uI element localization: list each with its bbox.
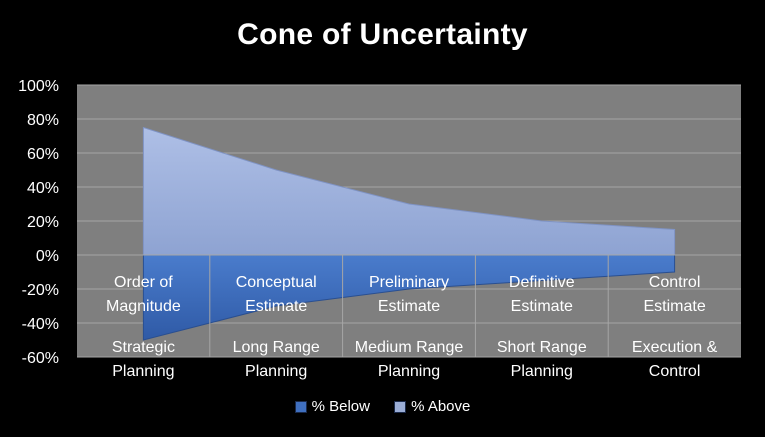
category-phase-label: Estimate xyxy=(643,298,705,315)
category-labels: Order of Magnitude Strategic Planning Concep… xyxy=(106,274,718,380)
legend-swatch-below xyxy=(294,400,307,413)
category-phase-label: Order of xyxy=(114,274,173,291)
category-phase-label: Estimate xyxy=(245,298,307,315)
y-tick-label: 20% xyxy=(27,214,59,231)
legend-item-above: % Above xyxy=(394,398,470,415)
category-phase-label: Estimate xyxy=(378,298,440,315)
category-horizon-label: Planning xyxy=(245,363,307,380)
legend-swatch-above xyxy=(394,400,407,413)
category-horizon-label: Long Range xyxy=(233,339,320,356)
category-horizon-label: Short Range xyxy=(497,339,587,356)
category-horizon-label: Planning xyxy=(511,363,573,380)
y-tick-label: -60% xyxy=(22,350,59,367)
chart-title: Cone of Uncertainty xyxy=(237,18,528,51)
y-tick-label: 0% xyxy=(36,248,59,265)
category-phase-label: Preliminary xyxy=(369,274,449,291)
y-tick-label: -40% xyxy=(22,316,59,333)
category-horizon-label: Planning xyxy=(378,363,440,380)
category-phase-label: Estimate xyxy=(511,298,573,315)
category-horizon-label: Execution & xyxy=(632,339,718,356)
category-phase-label: Control xyxy=(649,274,701,291)
y-tick-label: 80% xyxy=(27,112,59,129)
legend-label-below: % Below xyxy=(311,398,370,415)
y-tick-label: 60% xyxy=(27,146,59,163)
y-tick-label: 100% xyxy=(18,78,59,95)
category-horizon-label: Planning xyxy=(112,363,174,380)
y-axis-tick-labels: 100% 80% 60% 40% 20% 0% -20% -40% -60% xyxy=(18,78,59,367)
category-phase-label: Magnitude xyxy=(106,298,181,315)
category-horizon-label: Strategic xyxy=(112,339,175,356)
y-tick-label: -20% xyxy=(22,282,59,299)
area-series-above xyxy=(142,126,676,256)
category-horizon-label: Medium Range xyxy=(355,339,464,356)
category-phase-label: Conceptual xyxy=(236,274,317,291)
y-tick-label: 40% xyxy=(27,180,59,197)
category-phase-label: Definitive xyxy=(509,274,575,291)
category-dividers xyxy=(77,254,741,357)
legend: % Below % Above xyxy=(0,398,765,417)
legend-label-above: % Above xyxy=(411,398,471,415)
category-horizon-label: Control xyxy=(649,363,701,380)
legend-item-below: % Below xyxy=(294,398,370,415)
